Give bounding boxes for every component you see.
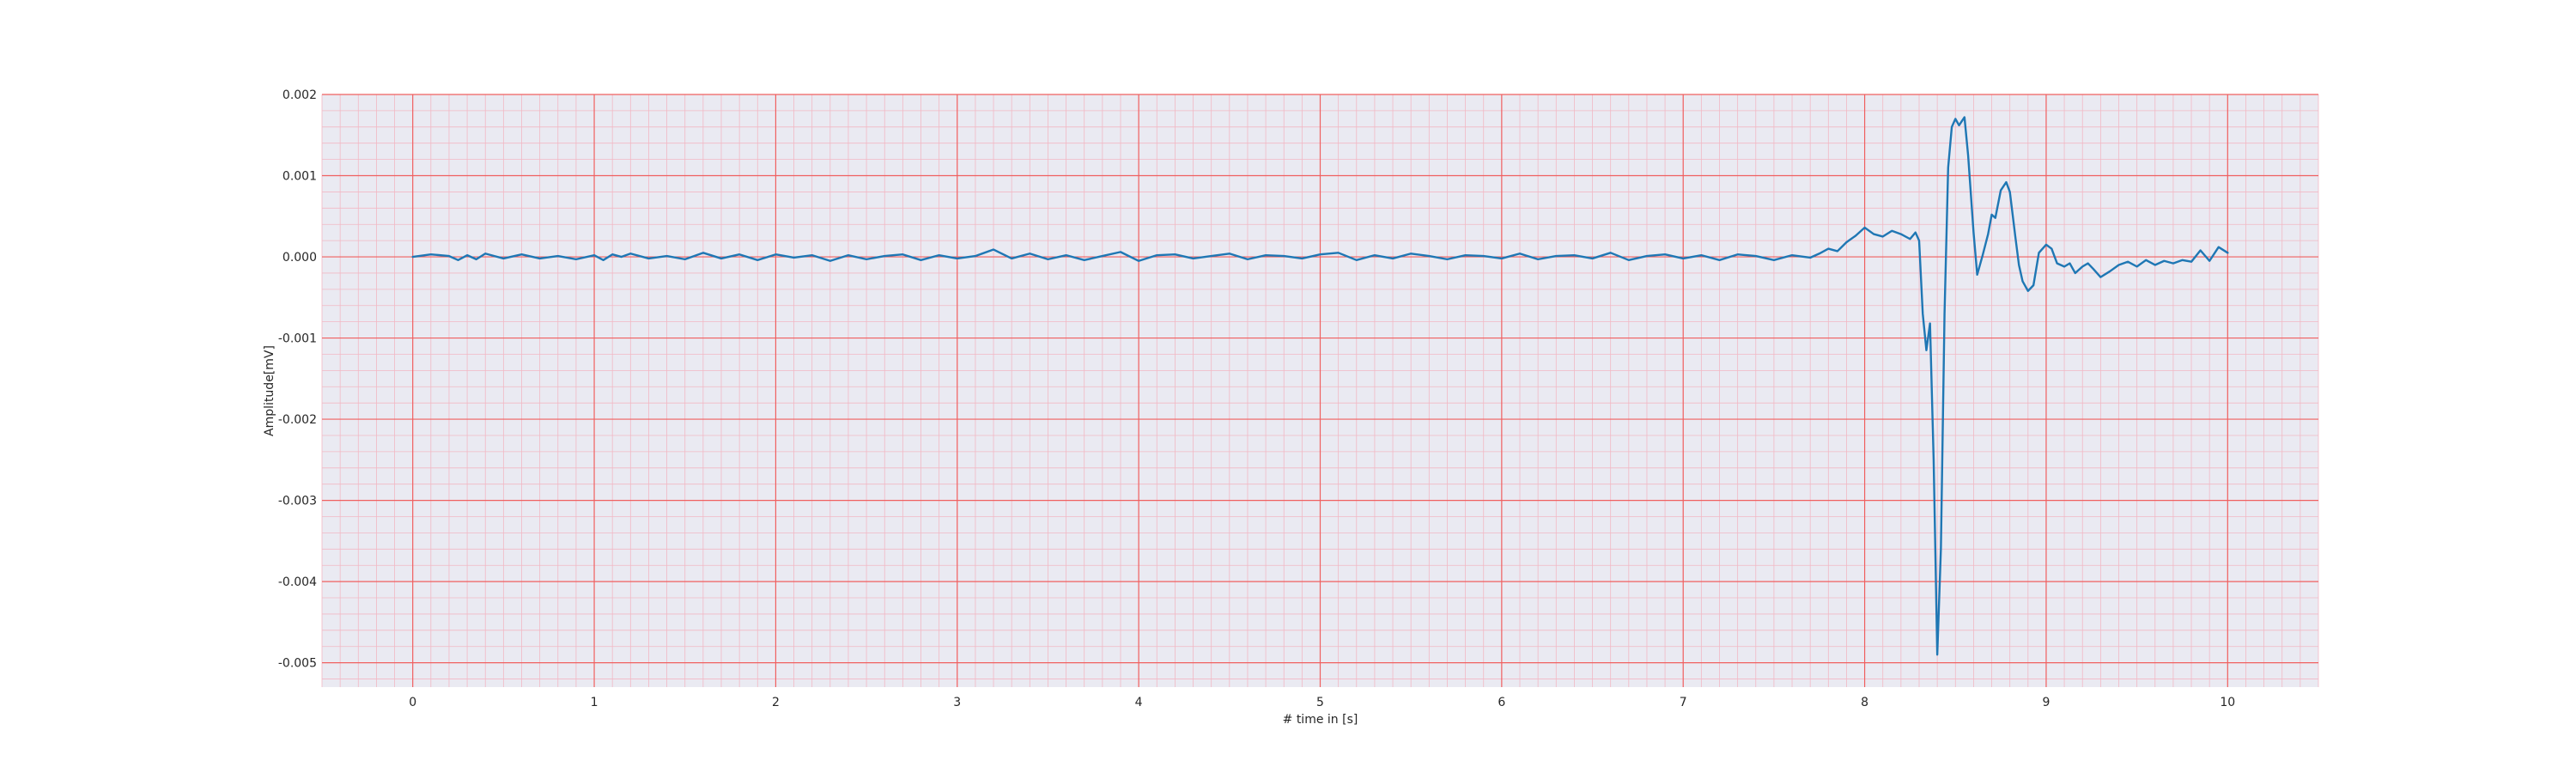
x-axis-label: # time in [s]	[1283, 713, 1358, 727]
x-tick-label: 10	[2220, 696, 2235, 709]
x-tick-label: 4	[1135, 696, 1143, 709]
x-tick-label: 0	[409, 696, 416, 709]
y-axis-ticks: 0.002 0.001 0.000 -0.001 -0.002 -0.003 -0.004 -…	[278, 88, 317, 671]
x-tick-label: 6	[1498, 696, 1505, 709]
major-grid	[322, 94, 2318, 687]
x-tick-label: 1	[591, 696, 598, 709]
y-tick-label: 0.001	[283, 170, 317, 184]
y-tick-label: -0.004	[278, 575, 317, 589]
series-layer	[411, 116, 2229, 656]
y-tick-label: -0.003	[278, 495, 317, 508]
y-axis-label: Amplitude[mV]	[263, 345, 276, 436]
y-tick-label: -0.002	[278, 413, 317, 427]
x-tick-label: 7	[1680, 696, 1687, 709]
y-tick-label: 0.002	[283, 88, 317, 102]
x-tick-label: 5	[1316, 696, 1324, 709]
y-tick-label: -0.001	[278, 332, 317, 346]
x-tick-label: 2	[772, 696, 780, 709]
x-tick-label: 3	[953, 696, 961, 709]
x-tick-label: 8	[1861, 696, 1868, 709]
y-tick-label: 0.000	[283, 251, 317, 265]
series-line	[411, 116, 2229, 656]
x-tick-label: 9	[2042, 696, 2050, 709]
y-tick-label: -0.005	[278, 657, 317, 671]
x-axis-ticks: 0 1 2 3 4 5 6 7 8 9 10	[409, 696, 2235, 709]
